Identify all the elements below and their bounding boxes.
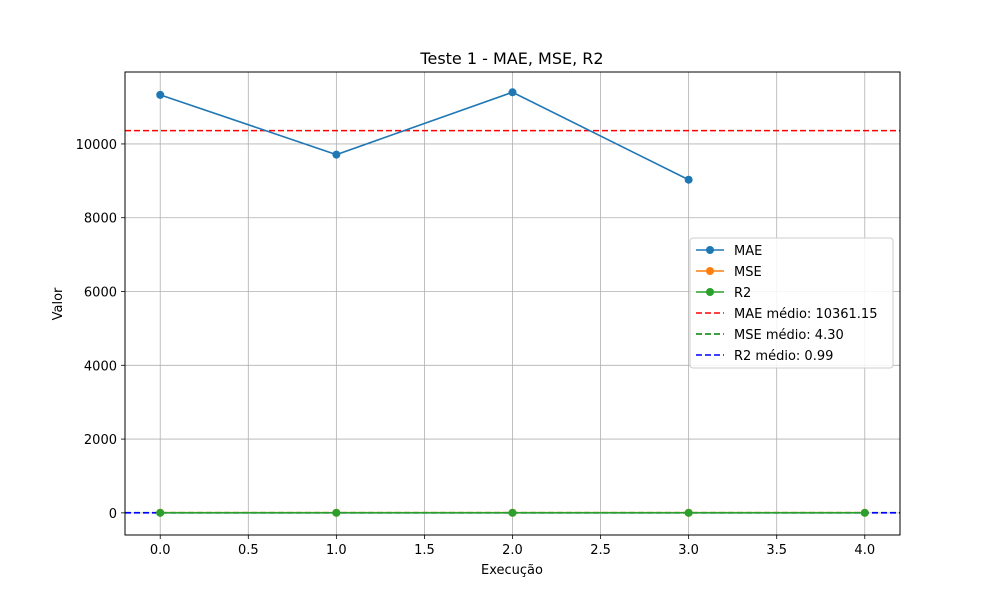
data-point	[332, 508, 341, 517]
legend: MAE MSE R2 MAE médio: 10361.15 MSE médio: 4.…	[689, 237, 894, 369]
series	[156, 88, 869, 517]
legend-marker	[706, 267, 714, 275]
legend-marker	[706, 288, 714, 296]
x-tick-label: 0.0	[150, 543, 171, 558]
y-tick-label: 0	[109, 507, 117, 522]
x-tick-label: 4.0	[854, 543, 875, 558]
x-tick-label: 3.5	[766, 543, 787, 558]
legend-box	[689, 237, 894, 369]
x-tick-label: 1.5	[414, 543, 435, 558]
y-tick-label: 4000	[84, 359, 117, 374]
data-point	[684, 508, 693, 517]
x-tick-label: 3.0	[678, 543, 699, 558]
legend-label: MAE	[734, 244, 762, 259]
data-point	[860, 508, 869, 517]
data-point	[684, 175, 693, 184]
x-tick-label: 1.0	[326, 543, 347, 558]
y-tick-label: 6000	[84, 286, 117, 301]
chart-title: Teste 1 - MAE, MSE, R2	[419, 49, 603, 68]
x-tick-label: 2.5	[590, 543, 611, 558]
legend-label: R2	[734, 286, 751, 301]
legend-label: MSE	[734, 265, 762, 280]
data-point	[508, 508, 517, 517]
x-axis-ticks: 0.0 0.5 1.0 1.5 2.0 2.5 3.0 3.5 4.0	[150, 535, 875, 558]
data-point	[508, 88, 517, 97]
data-point	[332, 150, 341, 159]
x-tick-label: 2.0	[502, 543, 523, 558]
y-axis-label: Valor	[51, 287, 66, 320]
y-tick-label: 8000	[84, 212, 117, 227]
legend-label: MSE médio: 4.30	[734, 328, 844, 343]
y-axis-ticks: 0 2000 4000 6000 8000 10000	[76, 138, 125, 522]
x-tick-label: 0.5	[238, 543, 259, 558]
y-tick-label: 2000	[84, 433, 117, 448]
x-axis-label: Execução	[481, 563, 543, 578]
series-line	[159, 91, 689, 181]
legend-label: MAE médio: 10361.15	[734, 307, 877, 322]
legend-label: R2 médio: 0.99	[734, 349, 833, 364]
legend-marker	[706, 246, 714, 254]
data-point	[156, 508, 165, 517]
y-tick-label: 10000	[76, 138, 117, 153]
data-point	[156, 90, 165, 99]
